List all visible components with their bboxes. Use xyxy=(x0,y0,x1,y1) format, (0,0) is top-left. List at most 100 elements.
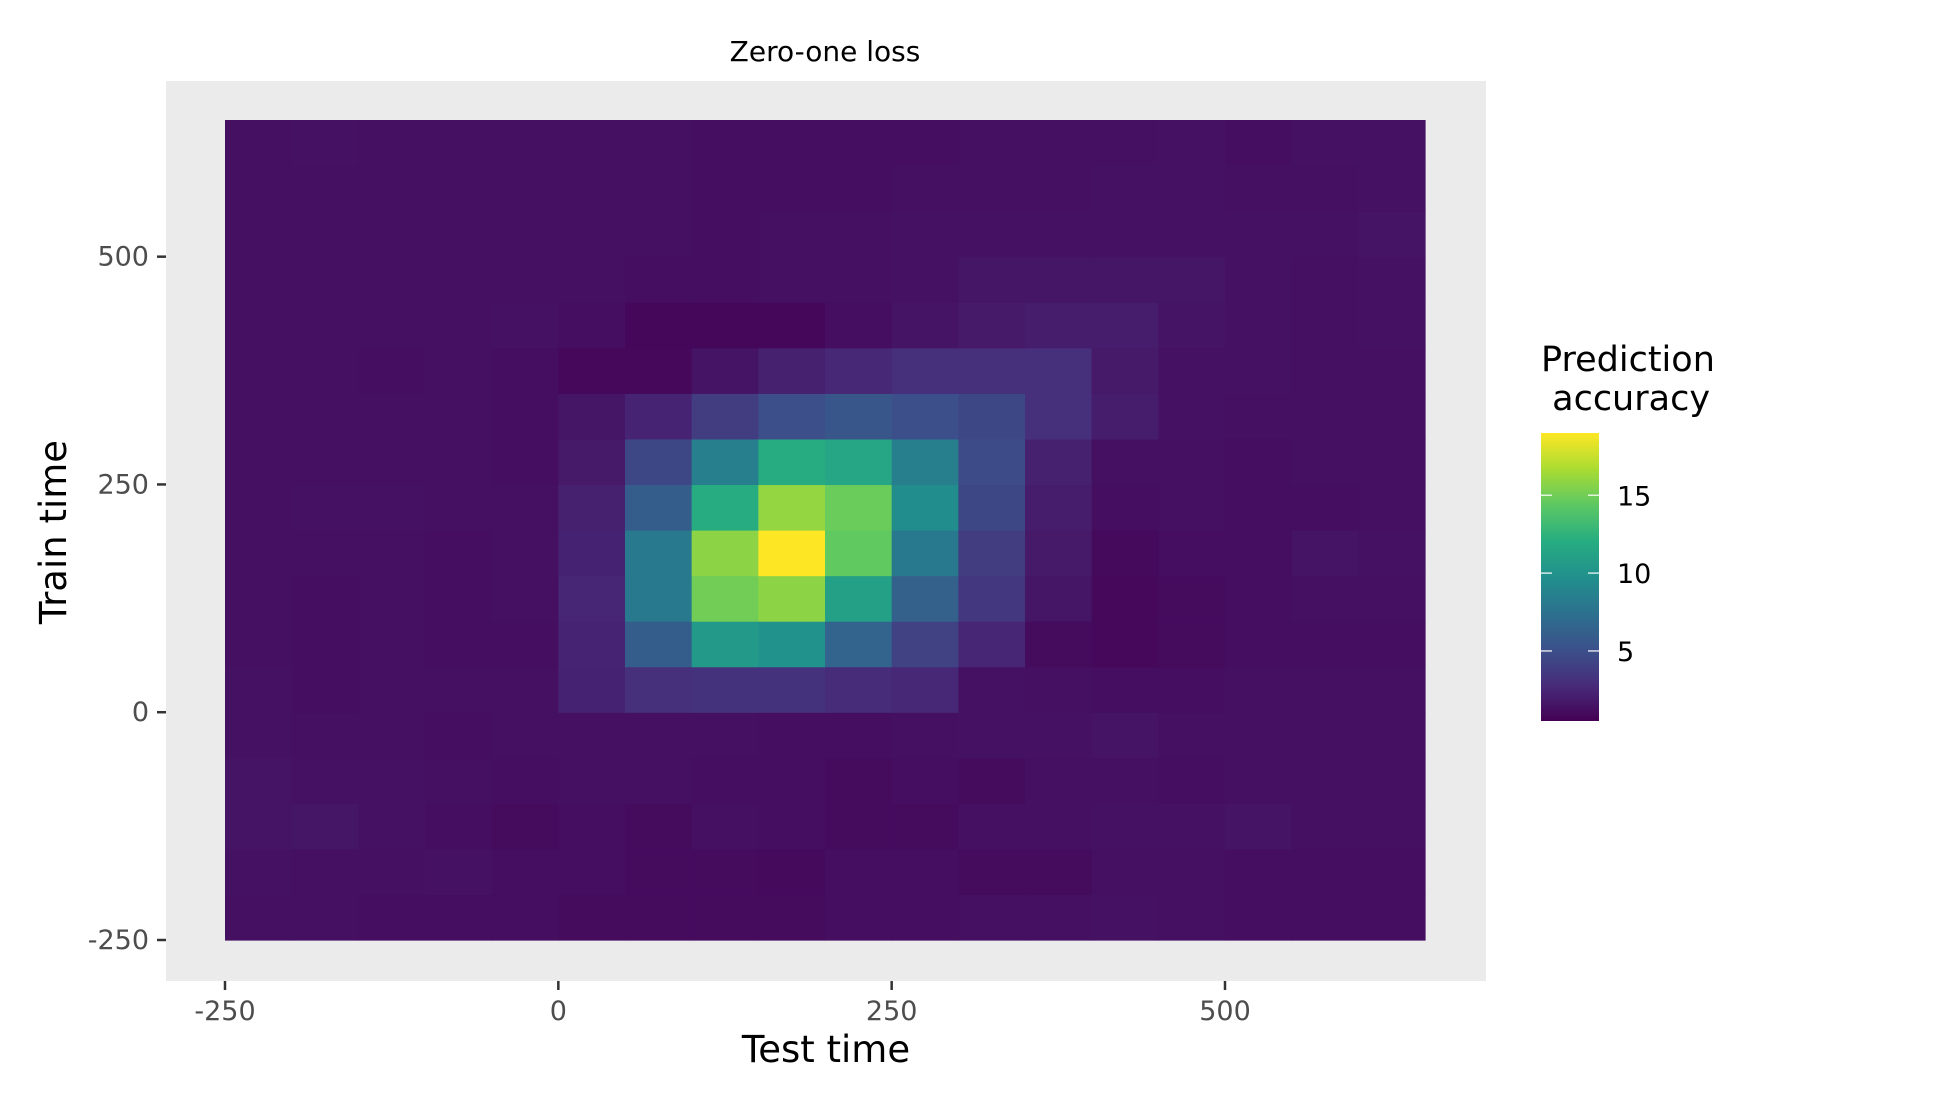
heatmap-cell xyxy=(691,621,759,668)
heatmap-cell xyxy=(1158,484,1226,531)
heatmap-cell xyxy=(491,256,559,303)
heatmap-cell xyxy=(758,894,826,941)
heatmap-cell xyxy=(891,712,959,759)
heatmap-cell xyxy=(691,165,759,212)
heatmap-cell xyxy=(958,575,1026,622)
heatmap-cell xyxy=(1025,165,1093,212)
heatmap-cell xyxy=(758,712,826,759)
heatmap-cell xyxy=(425,530,493,577)
x-tick-label: 250 xyxy=(866,996,918,1027)
heatmap-cell xyxy=(291,757,359,804)
heatmap-cell xyxy=(825,530,893,577)
heatmap-cell xyxy=(291,712,359,759)
heatmap-cell xyxy=(1225,393,1293,440)
heatmap-cell xyxy=(625,256,693,303)
heatmap-cell xyxy=(825,393,893,440)
heatmap-cell xyxy=(358,393,426,440)
heatmap-cell xyxy=(1291,302,1359,349)
heatmap-cell xyxy=(1358,347,1426,394)
heatmap-cell xyxy=(1291,165,1359,212)
heatmap-cell xyxy=(758,438,826,486)
heatmap-cell xyxy=(1158,347,1226,394)
heatmap-cell xyxy=(1358,530,1426,577)
heatmap-cell xyxy=(758,484,826,531)
heatmap-cell xyxy=(1358,438,1426,486)
heatmap-cell xyxy=(625,347,693,394)
heatmap-cell xyxy=(491,211,559,258)
heatmap-cell xyxy=(758,211,826,258)
heatmap-cell xyxy=(358,484,426,531)
heatmap-cell xyxy=(491,484,559,531)
heatmap-cell xyxy=(691,803,759,850)
heatmap-cell xyxy=(1091,712,1159,759)
heatmap-cell xyxy=(758,803,826,850)
heatmap-cell xyxy=(1225,894,1293,941)
heatmap-cell xyxy=(1225,803,1293,850)
heatmap-cell xyxy=(958,484,1026,531)
heatmap-cell xyxy=(1091,438,1159,486)
y-axis-title: Train time xyxy=(32,440,75,625)
heatmap-cell xyxy=(358,848,426,896)
heatmap-cell xyxy=(758,530,826,577)
heatmap-cell xyxy=(1025,712,1093,759)
heatmap-cell xyxy=(625,530,693,577)
heatmap-cell xyxy=(291,666,359,713)
heatmap-cell xyxy=(491,393,559,440)
heatmap-cell xyxy=(1291,848,1359,896)
heatmap-cell xyxy=(1158,393,1226,440)
chart-title: Zero-one loss xyxy=(730,35,921,68)
heatmap-cell xyxy=(891,256,959,303)
heatmap-cell xyxy=(425,438,493,486)
heatmap-cell xyxy=(1091,302,1159,349)
heatmap-cell xyxy=(491,803,559,850)
heatmap-cell xyxy=(291,211,359,258)
heatmap-cell xyxy=(558,302,626,349)
heatmap-cell xyxy=(358,621,426,668)
heatmap-cell xyxy=(558,575,626,622)
heatmap-cell xyxy=(1091,848,1159,896)
heatmap-cell xyxy=(225,302,293,349)
heatmap-cell xyxy=(891,393,959,440)
heatmap-cell xyxy=(758,302,826,349)
heatmap-cell xyxy=(825,757,893,804)
heatmap-cell xyxy=(891,120,959,167)
heatmap-cell xyxy=(425,165,493,212)
heatmap-cell xyxy=(558,621,626,668)
heatmap-cell xyxy=(491,894,559,941)
heatmap-cell xyxy=(358,666,426,713)
heatmap-cell xyxy=(891,894,959,941)
heatmap-cell xyxy=(291,438,359,486)
heatmap-cell xyxy=(1025,621,1093,668)
heatmap-cell xyxy=(758,256,826,303)
heatmap-cell xyxy=(491,621,559,668)
heatmap-cell xyxy=(1291,211,1359,258)
heatmap-cell xyxy=(291,894,359,941)
heatmap-cell xyxy=(1025,848,1093,896)
x-tick-label: 500 xyxy=(1199,996,1251,1027)
heatmap-cell xyxy=(491,438,559,486)
heatmap-cell xyxy=(691,256,759,303)
heatmap-cell xyxy=(225,575,293,622)
y-tick-label: 500 xyxy=(97,242,149,273)
heatmap-cell xyxy=(225,484,293,531)
heatmap-cell xyxy=(1225,211,1293,258)
heatmap-cell xyxy=(491,165,559,212)
heatmap-cell xyxy=(1091,393,1159,440)
heatmap-cell xyxy=(1225,256,1293,303)
heatmap-cell xyxy=(825,165,893,212)
heatmap-cell xyxy=(291,575,359,622)
heatmap-cell xyxy=(425,347,493,394)
heatmap-cell xyxy=(691,438,759,486)
heatmap-cell xyxy=(1158,575,1226,622)
heatmap-cell xyxy=(491,347,559,394)
heatmap-cell xyxy=(1291,803,1359,850)
heatmap-cell xyxy=(291,393,359,440)
heatmap-cell xyxy=(291,256,359,303)
heatmap-cell xyxy=(558,347,626,394)
heatmap-cell xyxy=(291,165,359,212)
heatmap-cell xyxy=(358,302,426,349)
heatmap-cell xyxy=(1358,575,1426,622)
heatmap-cell xyxy=(625,438,693,486)
heatmap-cell xyxy=(225,165,293,212)
